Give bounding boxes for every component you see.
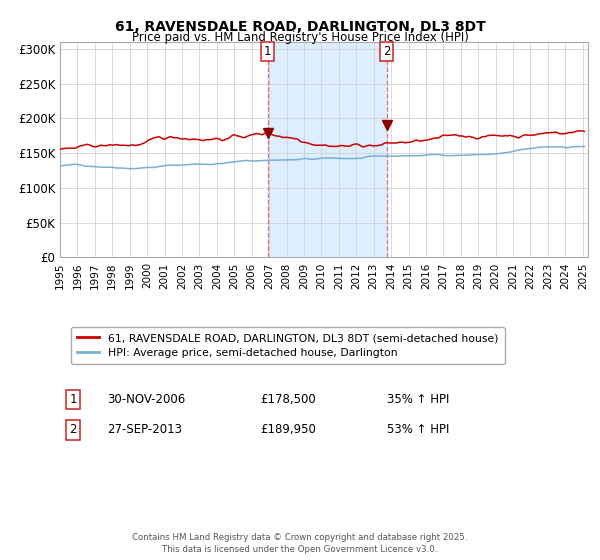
Text: 1: 1 bbox=[70, 393, 77, 406]
Text: 61, RAVENSDALE ROAD, DARLINGTON, DL3 8DT: 61, RAVENSDALE ROAD, DARLINGTON, DL3 8DT bbox=[115, 20, 485, 34]
Text: Contains HM Land Registry data © Crown copyright and database right 2025.
This d: Contains HM Land Registry data © Crown c… bbox=[132, 533, 468, 554]
Text: 53% ↑ HPI: 53% ↑ HPI bbox=[388, 423, 450, 436]
Text: 35% ↑ HPI: 35% ↑ HPI bbox=[388, 393, 450, 406]
Text: 2: 2 bbox=[70, 423, 77, 436]
Text: £178,500: £178,500 bbox=[260, 393, 316, 406]
Bar bbox=[268, 42, 387, 258]
Text: 30-NOV-2006: 30-NOV-2006 bbox=[107, 393, 186, 406]
Text: £189,950: £189,950 bbox=[260, 423, 317, 436]
Legend: 61, RAVENSDALE ROAD, DARLINGTON, DL3 8DT (semi-detached house), HPI: Average pri: 61, RAVENSDALE ROAD, DARLINGTON, DL3 8DT… bbox=[71, 326, 505, 364]
Text: 2: 2 bbox=[383, 45, 391, 58]
Text: 27-SEP-2013: 27-SEP-2013 bbox=[107, 423, 182, 436]
Text: 1: 1 bbox=[264, 45, 271, 58]
Text: Price paid vs. HM Land Registry's House Price Index (HPI): Price paid vs. HM Land Registry's House … bbox=[131, 31, 469, 44]
